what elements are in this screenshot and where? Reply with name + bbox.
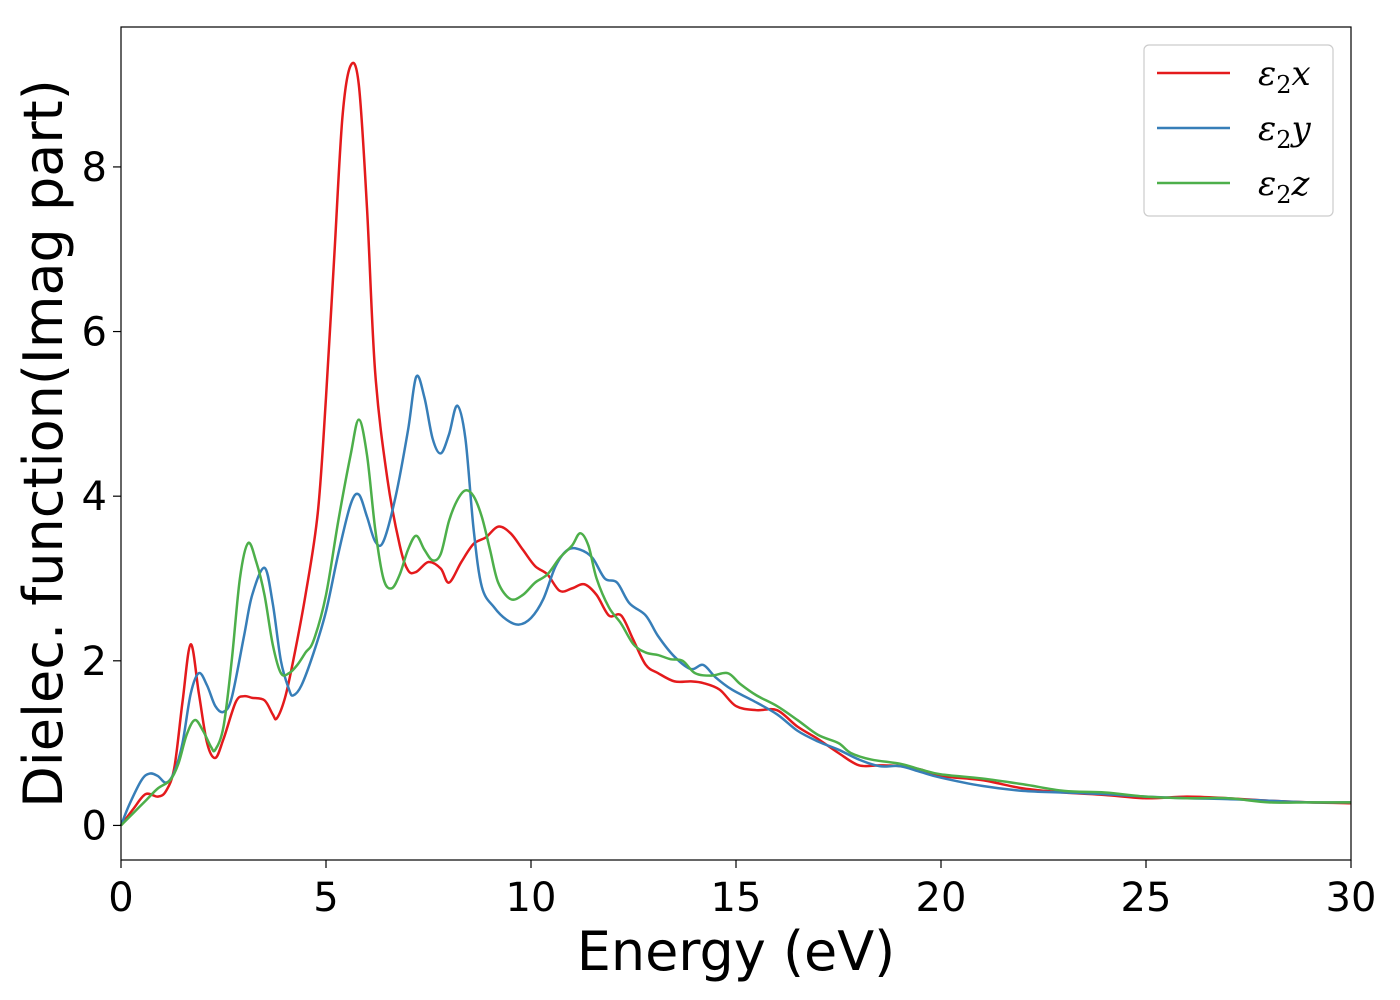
legend-box	[1143, 44, 1334, 217]
x-tick-label: 0	[108, 875, 133, 921]
y-tick-label: 2	[82, 639, 107, 685]
y-axis-label: Dielec. function(Imag part)	[12, 79, 75, 808]
legend-label-x: ε2x	[1258, 54, 1311, 99]
legend: ε2x ε2y ε2z	[1143, 44, 1334, 217]
y-axis: 0 2 4 6 8	[82, 145, 121, 849]
series-line-y	[119, 374, 1352, 826]
x-axis: 0 5 10 15 20 25 30	[108, 860, 1376, 921]
x-tick-label: 10	[506, 875, 557, 921]
y-tick-label: 0	[82, 803, 107, 849]
series-layer	[119, 61, 1352, 827]
x-axis-label: Energy (eV)	[577, 920, 896, 983]
y-tick-label: 8	[82, 145, 107, 191]
x-tick-label: 15	[711, 875, 762, 921]
series-line-z	[120, 418, 1351, 827]
x-tick-label: 25	[1121, 875, 1172, 921]
y-tick-label: 6	[82, 310, 107, 356]
x-tick-label: 20	[916, 875, 967, 921]
x-tick-label: 5	[313, 875, 338, 921]
legend-label-y: ε2y	[1258, 109, 1312, 154]
x-tick-label: 30	[1326, 875, 1377, 921]
y-tick-label: 4	[82, 474, 107, 520]
legend-label-z: ε2z	[1258, 164, 1311, 209]
